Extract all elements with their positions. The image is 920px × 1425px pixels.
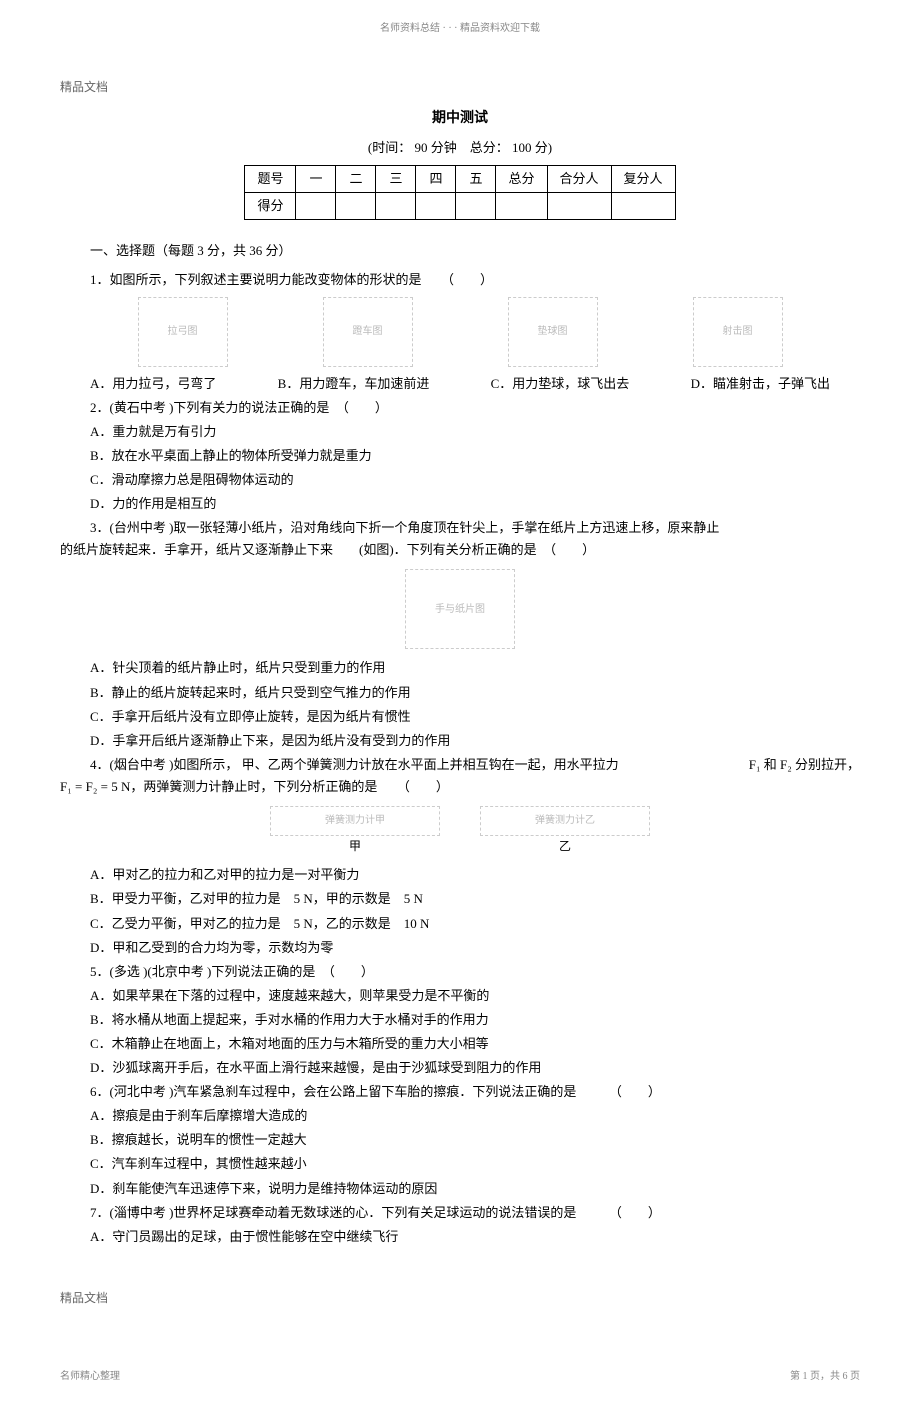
q2-opt-d: D．力的作用是相互的 bbox=[90, 493, 830, 515]
q1-img-d: 射击图 bbox=[693, 297, 783, 367]
q3-opt-c: C．手拿开后纸片没有立即停止旋转，是因为纸片有惯性 bbox=[90, 706, 830, 728]
cell: 题号 bbox=[245, 166, 296, 193]
q4-img-l: 弹簧测力计甲 bbox=[270, 806, 440, 836]
q5-opt-d: D．沙狐球离开手后，在水平面上滑行越来越慢，是由于沙狐球受到阻力的作用 bbox=[90, 1057, 830, 1079]
q5-opt-a: A．如果苹果在下落的过程中，速度越来越大，则苹果受力是不平衡的 bbox=[90, 985, 830, 1007]
q3-img: 手与纸片图 bbox=[405, 569, 515, 649]
q4-opt-a: A．甲对乙的拉力和乙对甲的拉力是一对平衡力 bbox=[90, 864, 830, 886]
cell bbox=[416, 193, 456, 220]
cell: 二 bbox=[336, 166, 376, 193]
q4-label-r: 乙 bbox=[480, 836, 650, 856]
table-row: 题号 一 二 三 四 五 总分 合分人 复分人 bbox=[245, 166, 675, 193]
cell bbox=[296, 193, 336, 220]
cell bbox=[376, 193, 416, 220]
cell bbox=[336, 193, 376, 220]
cell bbox=[611, 193, 675, 220]
cell: 得分 bbox=[245, 193, 296, 220]
cell: 四 bbox=[416, 166, 456, 193]
footer: 名师精心整理 第 1 页，共 6 页 bbox=[60, 1368, 860, 1385]
q5-opt-b: B．将水桶从地面上提起来，手对水桶的作用力大于水桶对手的作用力 bbox=[90, 1009, 830, 1031]
q1-options: A．用力拉弓，弓弯了 B．用力蹬车，车加速前进 C．用力垫球，球飞出去 D．瞄准… bbox=[90, 373, 830, 395]
q2-opt-c: C．滑动摩擦力总是阻碍物体运动的 bbox=[90, 469, 830, 491]
q6-opt-b: B．擦痕越长，说明车的惯性一定越大 bbox=[90, 1129, 830, 1151]
cell bbox=[456, 193, 496, 220]
q6-stem: 6．(河北中考 )汽车紧急刹车过程中，会在公路上留下车胎的擦痕．下列说法正确的是… bbox=[90, 1081, 860, 1103]
q1-opt-c: C．用力垫球，球飞出去 bbox=[491, 373, 630, 395]
q4-opt-c: C．乙受力平衡，甲对乙的拉力是 5 N，乙的示数是 10 N bbox=[90, 913, 830, 935]
q4-spring-left: 弹簧测力计甲 甲 bbox=[270, 806, 440, 856]
q4-spring-right: 弹簧测力计乙 乙 bbox=[480, 806, 650, 856]
q3-opt-d: D．手拿开后纸片逐渐静止下来，是因为纸片没有受到力的作用 bbox=[90, 730, 830, 752]
cell: 合分人 bbox=[547, 166, 611, 193]
footer-left: 名师精心整理 bbox=[60, 1368, 120, 1385]
q1-opt-d: D．瞄准射击，子弹飞出 bbox=[691, 373, 830, 395]
cell bbox=[547, 193, 611, 220]
q4-label-l: 甲 bbox=[270, 836, 440, 856]
q3-image-wrap: 手与纸片图 bbox=[60, 569, 860, 649]
q4-opt-d: D．甲和乙受到的合力均为零，示数均为零 bbox=[90, 937, 830, 959]
q5-opt-c: C．木箱静止在地面上，木箱对地面的压力与木箱所受的重力大小相等 bbox=[90, 1033, 830, 1055]
q7-opt-a: A．守门员踢出的足球，由于惯性能够在空中继续飞行 bbox=[90, 1226, 830, 1248]
q1-opt-b: B．用力蹬车，车加速前进 bbox=[278, 373, 430, 395]
q3-opt-a: A．针尖顶着的纸片静止时，纸片只受到重力的作用 bbox=[90, 657, 830, 679]
doc-label-bottom: 精品文档 bbox=[60, 1288, 860, 1308]
score-table: 题号 一 二 三 四 五 总分 合分人 复分人 得分 bbox=[244, 165, 675, 220]
cell: 三 bbox=[376, 166, 416, 193]
q2-opt-b: B．放在水平桌面上静止的物体所受弹力就是重力 bbox=[90, 445, 830, 467]
cell: 五 bbox=[456, 166, 496, 193]
top-note: 名师资料总结 · · · 精品资料欢迎下载 bbox=[60, 20, 860, 37]
cell: 复分人 bbox=[611, 166, 675, 193]
footer-right: 第 1 页，共 6 页 bbox=[790, 1368, 860, 1385]
cell: 一 bbox=[296, 166, 336, 193]
q1-img-b: 蹬车图 bbox=[323, 297, 413, 367]
q1-images: 拉弓图 蹬车图 垫球图 射击图 bbox=[90, 297, 830, 367]
q3-opt-b: B．静止的纸片旋转起来时，纸片只受到空气推力的作用 bbox=[90, 682, 830, 704]
q4-image-row: 弹簧测力计甲 甲 弹簧测力计乙 乙 bbox=[60, 806, 860, 856]
doc-label-top: 精品文档 bbox=[60, 77, 860, 97]
q1-img-c: 垫球图 bbox=[508, 297, 598, 367]
q6-opt-d: D．刹车能使汽车迅速停下来，说明力是维持物体运动的原因 bbox=[90, 1178, 830, 1200]
q3-stem-a: 3．(台州中考 )取一张轻薄小纸片，沿对角线向下折一个角度顶在针尖上，手掌在纸片… bbox=[90, 517, 860, 539]
section-heading: 一、选择题（每题 3 分，共 36 分） bbox=[90, 240, 860, 262]
q1-stem: 1．如图所示，下列叙述主要说明力能改变物体的形状的是 （ ） bbox=[90, 269, 860, 291]
q6-opt-a: A．擦痕是由于刹车后摩擦增大造成的 bbox=[90, 1105, 830, 1127]
q6-opt-c: C．汽车刹车过程中，其惯性越来越小 bbox=[90, 1153, 830, 1175]
q4-opt-b: B．甲受力平衡，乙对甲的拉力是 5 N，甲的示数是 5 N bbox=[90, 888, 830, 910]
q4-stem-a: 4．(烟台中考 )如图所示， 甲、乙两个弹簧测力计放在水平面上并相互钩在一起，用… bbox=[90, 754, 619, 776]
q4-stem-b: F₁ 和 F₂ 分别拉开， bbox=[749, 754, 860, 776]
q1-opt-a: A．用力拉弓，弓弯了 bbox=[90, 373, 216, 395]
q5-stem: 5．(多选 )(北京中考 )下列说法正确的是 （ ） bbox=[90, 961, 860, 983]
table-row: 得分 bbox=[245, 193, 675, 220]
q2-stem: 2．(黄石中考 )下列有关力的说法正确的是 （ ） bbox=[90, 397, 860, 419]
page-title: 期中测试 bbox=[60, 107, 860, 131]
page-subtitle: (时间： 90 分钟 总分： 100 分) bbox=[60, 137, 860, 159]
q4-stem-c: F₁ = F₂ = 5 N，两弹簧测力计静止时，下列分析正确的是 （ ） bbox=[60, 776, 860, 798]
q1-img-a: 拉弓图 bbox=[138, 297, 228, 367]
cell: 总分 bbox=[496, 166, 547, 193]
q2-opt-a: A．重力就是万有引力 bbox=[90, 421, 830, 443]
cell bbox=[496, 193, 547, 220]
q3-stem-b: 的纸片旋转起来．手拿开，纸片又逐渐静止下来 (如图)．下列有关分析正确的是 （ … bbox=[60, 539, 860, 561]
q4-img-r: 弹簧测力计乙 bbox=[480, 806, 650, 836]
q4-stem-line1: 4．(烟台中考 )如图所示， 甲、乙两个弹簧测力计放在水平面上并相互钩在一起，用… bbox=[90, 754, 860, 776]
q7-stem: 7．(淄博中考 )世界杯足球赛牵动着无数球迷的心．下列有关足球运动的说法错误的是… bbox=[90, 1202, 860, 1224]
